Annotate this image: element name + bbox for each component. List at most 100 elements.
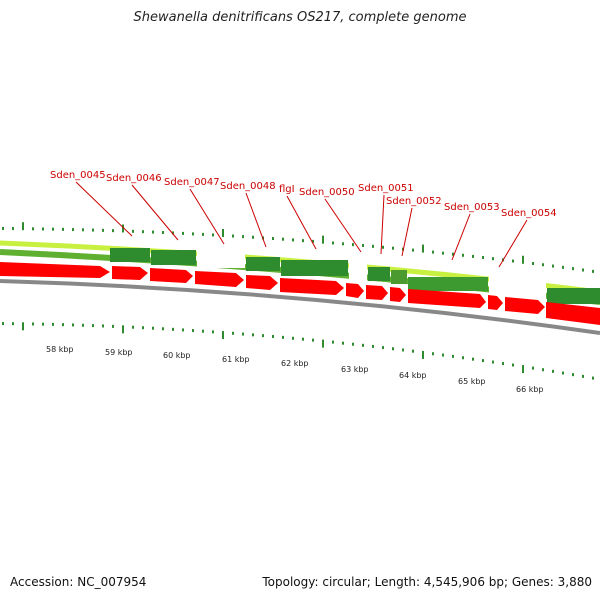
- gene-leader-line: [380, 194, 385, 255]
- tick-mark: [222, 331, 224, 340]
- gene-leader-line: [286, 195, 317, 250]
- tick-mark: [542, 368, 544, 372]
- gene-label: Sden_0050: [299, 187, 355, 198]
- cds-arrow: [0, 262, 110, 278]
- track-gap: [197, 246, 245, 268]
- tick-mark: [252, 235, 254, 239]
- tick-mark: [192, 329, 194, 333]
- tick-mark: [422, 244, 424, 253]
- tick-mark: [152, 326, 154, 330]
- tick-mark: [482, 359, 484, 363]
- gene-block: [547, 288, 600, 304]
- tick-mark: [472, 357, 474, 361]
- cds-arrow: [112, 266, 148, 280]
- gene-block: [368, 267, 390, 281]
- tick-mark: [172, 327, 174, 331]
- upper-tick-ring: [2, 222, 594, 273]
- cds-arrow: [366, 285, 388, 300]
- tick-mark: [32, 227, 34, 231]
- tick-mark: [532, 261, 534, 265]
- tick-mark: [492, 257, 494, 261]
- cds-arrow: [246, 275, 278, 290]
- tick-mark: [362, 343, 364, 347]
- kbp-tick-label: 65 kbp: [458, 377, 486, 386]
- tick-mark: [92, 228, 94, 232]
- tick-mark: [112, 229, 114, 233]
- tick-mark: [42, 227, 44, 231]
- track-gap: [489, 272, 546, 300]
- tick-mark: [62, 227, 64, 231]
- tick-mark: [102, 324, 104, 328]
- tick-mark: [22, 322, 24, 331]
- gene-label: Sden_0054: [501, 208, 557, 219]
- tick-mark: [132, 325, 134, 329]
- tick-mark: [342, 341, 344, 345]
- tick-mark: [52, 227, 54, 231]
- accession-label: Accession: NC_007954: [10, 575, 147, 589]
- tick-mark: [552, 369, 554, 373]
- tick-mark: [22, 222, 24, 231]
- tick-mark: [322, 235, 324, 244]
- cds-arrow: [505, 297, 545, 314]
- genome-summary-label: Topology: circular; Length: 4,545,906 bp…: [262, 575, 592, 589]
- tick-mark: [162, 230, 164, 234]
- tick-mark: [492, 360, 494, 364]
- tick-mark: [462, 356, 464, 360]
- tick-mark: [412, 349, 414, 353]
- cds-arrow: [390, 287, 406, 302]
- tick-mark: [382, 346, 384, 350]
- tick-mark: [202, 232, 204, 236]
- gene-label: Sden_0048: [220, 181, 276, 192]
- tick-mark: [432, 250, 434, 254]
- tick-mark: [312, 239, 314, 243]
- tick-mark: [182, 328, 184, 332]
- tick-mark: [92, 324, 94, 328]
- gene-label: flgI: [279, 184, 295, 195]
- tick-mark: [142, 230, 144, 234]
- tick-mark: [442, 353, 444, 357]
- tick-mark: [522, 365, 524, 374]
- gene-label: Sden_0045: [50, 170, 106, 181]
- kbp-tick-label: 60 kbp: [163, 351, 191, 360]
- track-gap: [349, 258, 367, 284]
- gene-label: Sden_0051: [358, 183, 414, 194]
- tick-mark: [452, 354, 454, 358]
- gene-label: Sden_0053: [444, 202, 500, 213]
- cds-arrow: [150, 268, 193, 283]
- tick-mark: [302, 337, 304, 341]
- cds-arrow: [408, 289, 486, 308]
- kbp-tick-label: 58 kbp: [46, 345, 74, 354]
- tick-mark: [482, 256, 484, 260]
- tick-mark: [192, 232, 194, 236]
- tick-mark: [202, 329, 204, 333]
- kbp-tick-label: 66 kbp: [516, 385, 544, 394]
- tick-mark: [512, 363, 514, 367]
- cds-track: [0, 262, 600, 325]
- kbp-tick-label: 59 kbp: [105, 348, 133, 357]
- tick-mark: [82, 228, 84, 232]
- gene-block: [281, 260, 348, 276]
- tick-mark: [262, 334, 264, 338]
- tick-mark: [512, 259, 514, 263]
- tick-mark: [462, 253, 464, 257]
- tick-mark: [212, 330, 214, 334]
- tick-mark: [2, 227, 4, 231]
- tick-mark: [72, 228, 74, 232]
- tick-mark: [152, 230, 154, 234]
- tick-mark: [332, 241, 334, 245]
- tick-mark: [552, 264, 554, 268]
- gene-leader-line: [75, 181, 133, 237]
- tick-mark: [272, 237, 274, 241]
- tick-mark: [352, 243, 354, 247]
- tick-mark: [122, 224, 124, 233]
- tick-mark: [282, 335, 284, 339]
- gene-label: Sden_0052: [386, 196, 442, 207]
- tick-mark: [42, 322, 44, 326]
- tick-mark: [562, 265, 564, 269]
- gene-leader-line: [245, 192, 267, 248]
- tick-mark: [422, 350, 424, 359]
- tick-mark: [142, 326, 144, 330]
- kbp-tick-label: 61 kbp: [222, 355, 250, 364]
- tick-mark: [132, 229, 134, 233]
